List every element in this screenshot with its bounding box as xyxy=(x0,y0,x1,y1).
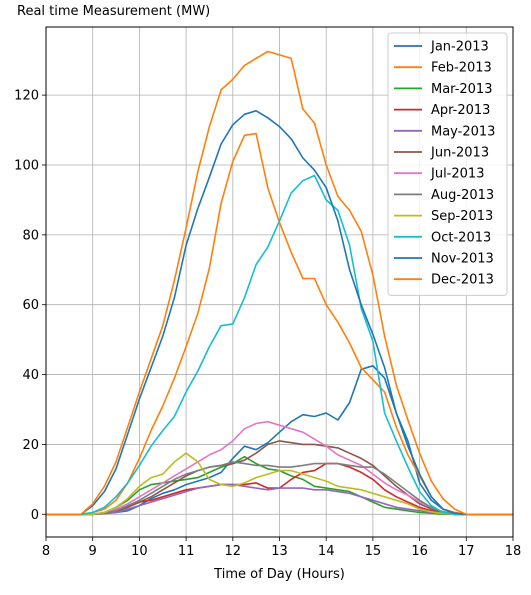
y-tick-label: 20 xyxy=(22,438,39,453)
x-tick-label: 12 xyxy=(225,544,242,559)
y-tick-label: 40 xyxy=(22,368,39,383)
data-lines xyxy=(46,50,513,516)
x-tick-label: 15 xyxy=(365,544,382,559)
legend-label-dec-2013: Dec-2013 xyxy=(431,273,494,288)
legend-label-apr-2013: Apr-2013 xyxy=(431,103,490,118)
x-tick-label: 10 xyxy=(131,544,148,559)
x-tick-label: 14 xyxy=(318,544,335,559)
x-tick-label: 9 xyxy=(89,544,97,559)
x-tick-label: 11 xyxy=(178,544,195,559)
series-line-nov-2013 xyxy=(46,110,513,516)
series-line-oct-2013 xyxy=(46,174,513,516)
x-tick-label: 13 xyxy=(271,544,288,559)
x-axis-title: Time of Day (Hours) xyxy=(213,567,345,582)
legend-label-jun-2013: Jun-2013 xyxy=(430,146,489,161)
chart-title: Real time Measurement (MW) xyxy=(17,4,210,19)
legend: Jan-2013 Feb-2013 Mar-2013 Apr-2013 May-2013… xyxy=(387,32,508,296)
legend-label-oct-2013: Oct-2013 xyxy=(431,230,491,245)
series-line-sep-2013 xyxy=(46,452,513,516)
axis-ticks: 8 9 10 11 12 13 14 15 16 17 18 0 20 40 60 80 100 120 xyxy=(14,89,521,559)
legend-label-may-2013: May-2013 xyxy=(431,124,495,139)
y-tick-label: 80 xyxy=(22,228,39,243)
legend-label-jan-2013: Jan-2013 xyxy=(430,40,489,55)
x-tick-label: 8 xyxy=(42,544,50,559)
y-tick-label: 120 xyxy=(14,89,39,104)
series-line-jan-2013 xyxy=(46,364,513,516)
x-tick-label: 16 xyxy=(411,544,428,559)
y-tick-label: 0 xyxy=(31,508,39,523)
legend-label-mar-2013: Mar-2013 xyxy=(431,82,492,97)
legend-box xyxy=(387,32,508,296)
legend-label-nov-2013: Nov-2013 xyxy=(431,252,494,267)
x-tick-label: 18 xyxy=(505,544,522,559)
y-tick-label: 60 xyxy=(22,298,39,313)
legend-label-sep-2013: Sep-2013 xyxy=(431,209,493,224)
series-line-dec-2013 xyxy=(46,50,513,516)
x-tick-label: 17 xyxy=(458,544,475,559)
legend-label-feb-2013: Feb-2013 xyxy=(431,61,492,76)
legend-label-aug-2013: Aug-2013 xyxy=(431,188,494,203)
series-line-jun-2013 xyxy=(46,440,513,516)
y-tick-label: 100 xyxy=(14,158,39,173)
legend-label-jul-2013: Jul-2013 xyxy=(430,167,484,182)
